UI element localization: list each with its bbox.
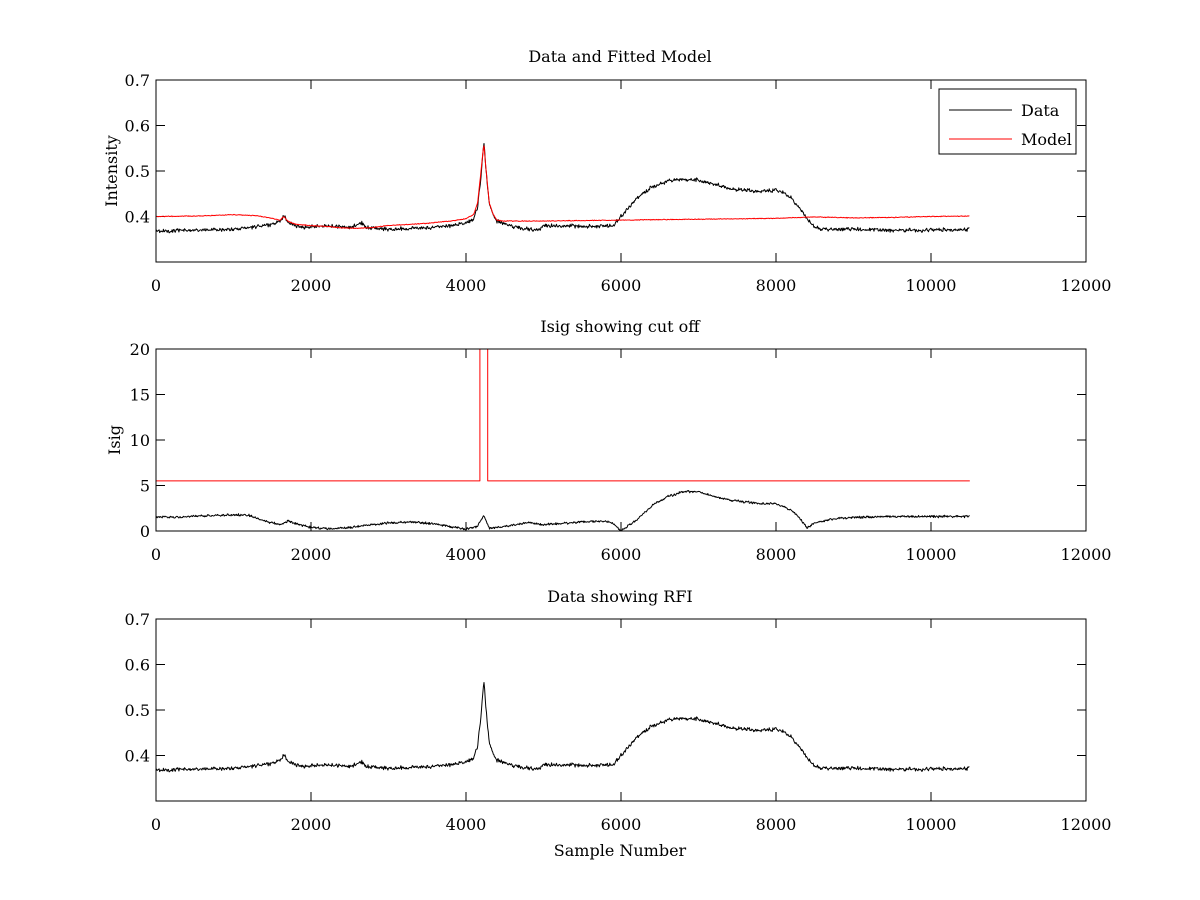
- series-0-line: [156, 682, 970, 773]
- x-tick-label: 6000: [601, 815, 642, 834]
- subplot-2-ylabel: Isig: [105, 425, 124, 455]
- subplot-2-marks: 0 2000 4000 6000 8000 10000 12000 0 5 10 15 20: [130, 340, 1112, 564]
- subplot-data-showing-rfi: Data showing RFI Sample Number 0 2000 4000…: [125, 587, 1112, 860]
- legend-data-label: Data: [1021, 101, 1060, 120]
- y-tick-label: 0: [140, 522, 150, 541]
- x-tick-label: 12000: [1061, 815, 1112, 834]
- x-tick-label: 10000: [906, 815, 957, 834]
- series-0-line: [156, 490, 970, 531]
- x-tick-label: 10000: [906, 545, 957, 564]
- x-tick-label: 4000: [446, 545, 487, 564]
- x-tick-label: 2000: [291, 276, 332, 295]
- legend-model-label: Model: [1021, 130, 1072, 149]
- subplot-isig-showing-cut-off: Isig showing cut off Isig 0 2000 4000 6000 8…: [105, 317, 1111, 564]
- y-tick-label: 0.6: [125, 656, 150, 675]
- y-tick-label: 0.5: [125, 701, 150, 720]
- x-tick-label: 0: [151, 815, 161, 834]
- subplot-3-frame: [155, 618, 1087, 802]
- y-tick-label: 0.4: [125, 208, 150, 227]
- x-tick-label: 6000: [601, 276, 642, 295]
- y-tick-label: 10: [130, 431, 150, 450]
- subplot-3-title: Data showing RFI: [547, 587, 692, 606]
- x-tick-label: 10000: [906, 276, 957, 295]
- subplot-2-frame: [155, 348, 1087, 532]
- subplot-1-legend: Data Model: [938, 88, 1077, 155]
- y-tick-label: 0.5: [125, 162, 150, 181]
- x-tick-label: 12000: [1061, 545, 1112, 564]
- series-1-line: [156, 349, 970, 482]
- y-tick-label: 0.7: [125, 71, 150, 90]
- x-tick-label: 12000: [1061, 276, 1112, 295]
- y-tick-label: 20: [130, 340, 150, 359]
- y-tick-label: 5: [140, 477, 150, 496]
- subplot-3-marks: 0 2000 4000 6000 8000 10000 12000 0.4 0.5 0.6 0.7: [125, 610, 1112, 834]
- y-tick-label: 15: [130, 386, 150, 405]
- x-tick-label: 4000: [446, 276, 487, 295]
- subplot-1-ylabel: Intensity: [102, 135, 121, 207]
- x-tick-label: 4000: [446, 815, 487, 834]
- x-tick-label: 0: [151, 276, 161, 295]
- model-line: [156, 145, 970, 229]
- y-tick-label: 0.7: [125, 610, 150, 629]
- subplot-data-and-fitted-model: Data and Fitted Model Intensity 0 2000 400…: [102, 47, 1111, 295]
- x-tick-label: 6000: [601, 545, 642, 564]
- x-tick-label: 0: [151, 545, 161, 564]
- x-tick-label: 8000: [756, 545, 797, 564]
- x-tick-label: 2000: [291, 815, 332, 834]
- subplot-3-xlabel: Sample Number: [554, 841, 687, 860]
- subplot-1-title: Data and Fitted Model: [528, 47, 711, 66]
- subplot-1-marks: 0 2000 4000 6000 8000 10000 12000 0.4 0.5 0.6 0.7: [125, 71, 1112, 295]
- legend-box: [938, 88, 1077, 155]
- x-tick-label: 2000: [291, 545, 332, 564]
- x-tick-label: 8000: [756, 276, 797, 295]
- y-tick-label: 0.4: [125, 747, 150, 766]
- subplot-1-frame: [155, 79, 1087, 263]
- y-tick-label: 0.6: [125, 117, 150, 136]
- subplot-2-title: Isig showing cut off: [540, 317, 701, 336]
- data-line: [156, 143, 970, 234]
- x-tick-label: 8000: [756, 815, 797, 834]
